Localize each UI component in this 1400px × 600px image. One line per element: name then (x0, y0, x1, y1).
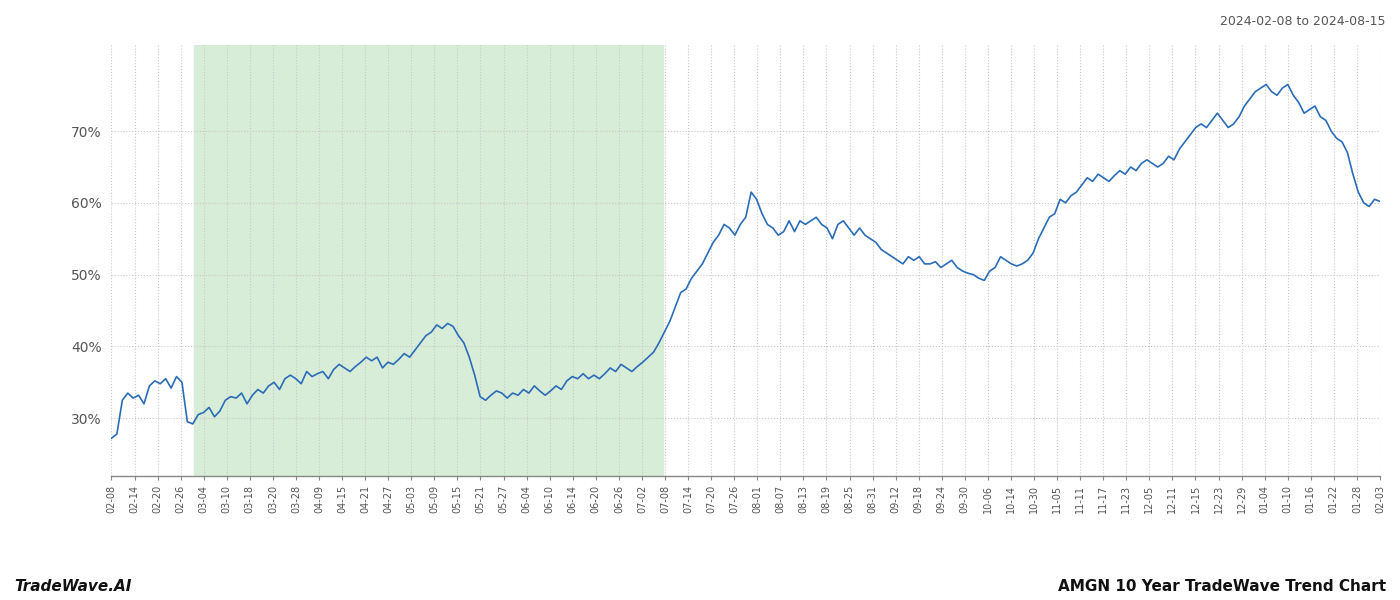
Text: TradeWave.AI: TradeWave.AI (14, 579, 132, 594)
Bar (195, 45, 664, 476)
Text: AMGN 10 Year TradeWave Trend Chart: AMGN 10 Year TradeWave Trend Chart (1058, 579, 1386, 594)
Text: 2024-02-08 to 2024-08-15: 2024-02-08 to 2024-08-15 (1221, 15, 1386, 28)
